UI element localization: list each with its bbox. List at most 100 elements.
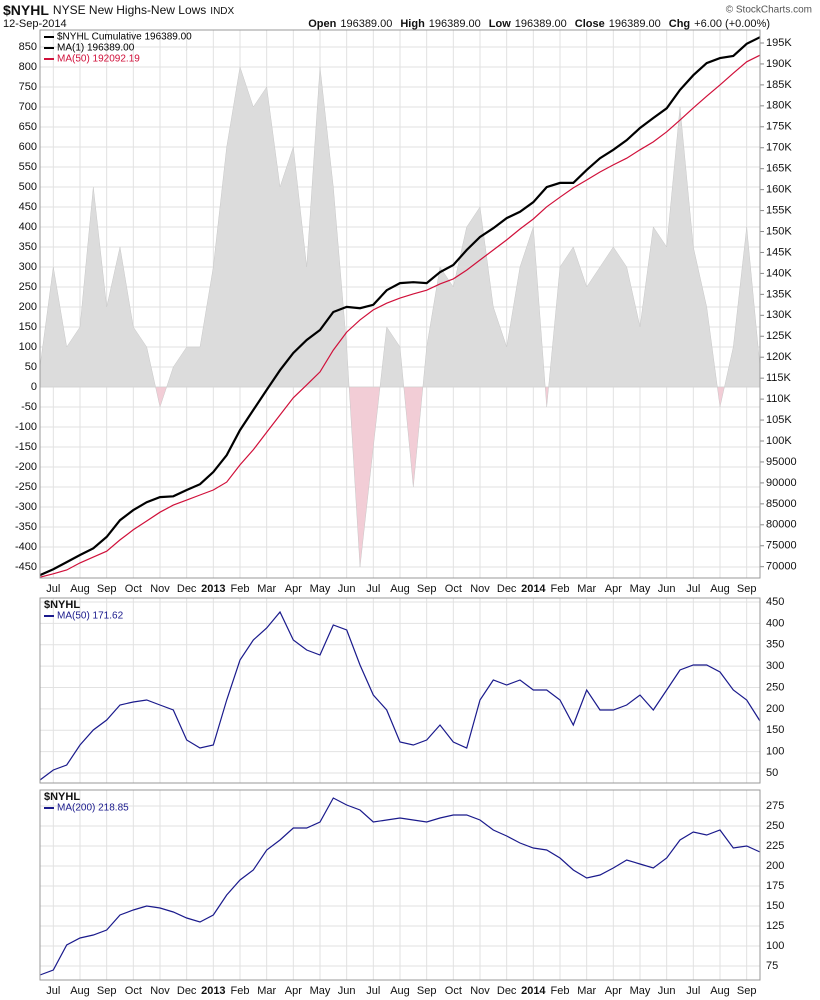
x-tick-label: Sep [97, 583, 117, 595]
legend-label: MA(200) 218.85 [57, 803, 129, 814]
y-tick-label: 50 [25, 361, 37, 373]
symbol: $NYHL [3, 2, 49, 18]
x-tick-label: Nov [470, 985, 490, 997]
x-tick-label: May [310, 583, 331, 595]
x-tick-label: Jun [338, 985, 356, 997]
x-tick-label: Aug [710, 985, 730, 997]
y-tick-label: 275 [766, 800, 784, 812]
quote-line: Open 196389.00 High 196389.00 Low 196389.00 Cl… [308, 18, 770, 30]
x-tick-label: Mar [577, 985, 596, 997]
y-tick-label: 100 [766, 746, 784, 758]
security-name: NYSE New Highs-New Lows [53, 3, 206, 17]
y-tick-label: 350 [766, 639, 784, 651]
legend-label: MA(1) 196389.00 [57, 43, 135, 54]
quote-label: Chg [669, 18, 690, 30]
quote-label: Open [308, 18, 336, 30]
x-tick-label: 2013 [201, 583, 225, 595]
x-tick-label: May [630, 583, 651, 595]
y2-tick-label: 90000 [766, 477, 797, 489]
x-tick-label: Oct [445, 985, 462, 997]
x-tick-label: Oct [125, 583, 142, 595]
quote-value: 196389.00 [429, 18, 481, 30]
x-tick-label: Aug [710, 583, 730, 595]
panel-title: $NYHL [44, 791, 80, 803]
y2-tick-label: 105K [766, 414, 792, 426]
y-tick-label: 300 [19, 261, 37, 273]
x-tick-label: Sep [737, 985, 757, 997]
y-tick-label: 175 [766, 880, 784, 892]
y-tick-label: -100 [15, 421, 37, 433]
quote-label: Close [575, 18, 605, 30]
quote-value: +6.00 (+0.00%) [694, 18, 770, 30]
x-tick-label: Jul [366, 583, 380, 595]
x-tick-label: Jun [658, 583, 676, 595]
y-tick-label: 250 [766, 681, 784, 693]
y2-tick-label: 110K [766, 393, 792, 405]
y-tick-label: -350 [15, 521, 37, 533]
y2-tick-label: 140K [766, 267, 792, 279]
x-tick-label: Sep [737, 583, 757, 595]
y2-tick-label: 75000 [766, 540, 797, 552]
y2-tick-label: 135K [766, 288, 792, 300]
y-tick-label: -200 [15, 461, 37, 473]
y-tick-label: 200 [766, 860, 784, 872]
plot-border [39, 29, 761, 579]
quote-value: 196389.00 [515, 18, 567, 30]
y-tick-label: -250 [15, 481, 37, 493]
credit: © StockCharts.com [726, 5, 812, 16]
y2-tick-label: 190K [766, 58, 792, 70]
y-tick-label: 150 [766, 724, 784, 736]
x-tick-label: Aug [390, 985, 410, 997]
y-tick-label: 600 [19, 141, 37, 153]
y2-tick-label: 115K [766, 372, 792, 384]
y2-tick-label: 125K [766, 330, 792, 342]
y2-tick-label: 165K [766, 163, 792, 175]
x-tick-label: Apr [605, 583, 622, 595]
legend-label: MA(50) 192092.19 [57, 54, 140, 65]
y2-tick-label: 180K [766, 100, 792, 112]
x-tick-label: Jun [658, 985, 676, 997]
quote-value: 196389.00 [340, 18, 392, 30]
x-tick-label: Sep [97, 985, 117, 997]
x-tick-label: 2013 [201, 985, 225, 997]
x-tick-label: Mar [257, 583, 276, 595]
y-tick-label: 550 [19, 161, 37, 173]
x-tick-label: Aug [70, 583, 90, 595]
x-tick-label: Aug [70, 985, 90, 997]
y-tick-label: 225 [766, 840, 784, 852]
x-tick-label: May [630, 985, 651, 997]
y2-tick-label: 160K [766, 184, 792, 196]
x-tick-label: Oct [125, 985, 142, 997]
x-tick-label: Jul [686, 583, 700, 595]
y-tick-label: 650 [19, 121, 37, 133]
x-tick-label: Feb [551, 985, 570, 997]
x-tick-label: Dec [497, 985, 517, 997]
y2-tick-label: 170K [766, 142, 792, 154]
x-tick-label: Feb [231, 583, 250, 595]
x-tick-label: Jul [46, 985, 60, 997]
line [39, 610, 761, 781]
y-tick-label: -450 [15, 561, 37, 573]
x-tick-label: Apr [285, 985, 302, 997]
y-tick-label: 450 [766, 596, 784, 608]
y2-tick-label: 185K [766, 79, 792, 91]
y-tick-label: 75 [766, 960, 778, 972]
y-tick-label: 500 [19, 181, 37, 193]
y2-tick-label: 150K [766, 225, 792, 237]
x-tick-label: Dec [497, 583, 517, 595]
y-tick-label: 250 [19, 281, 37, 293]
y2-tick-label: 100K [766, 435, 792, 447]
date: 12-Sep-2014 [3, 18, 67, 30]
x-tick-label: May [310, 985, 331, 997]
legend-label: $NYHL Cumulative 196389.00 [57, 32, 192, 43]
x-tick-label: Jun [338, 583, 356, 595]
x-tick-label: Apr [285, 583, 302, 595]
x-tick-label: Nov [150, 583, 170, 595]
y-tick-label: 400 [766, 617, 784, 629]
y-tick-label: 200 [766, 703, 784, 715]
x-tick-label: Nov [150, 985, 170, 997]
quote-value: 196389.00 [609, 18, 661, 30]
y2-tick-label: 80000 [766, 519, 797, 531]
